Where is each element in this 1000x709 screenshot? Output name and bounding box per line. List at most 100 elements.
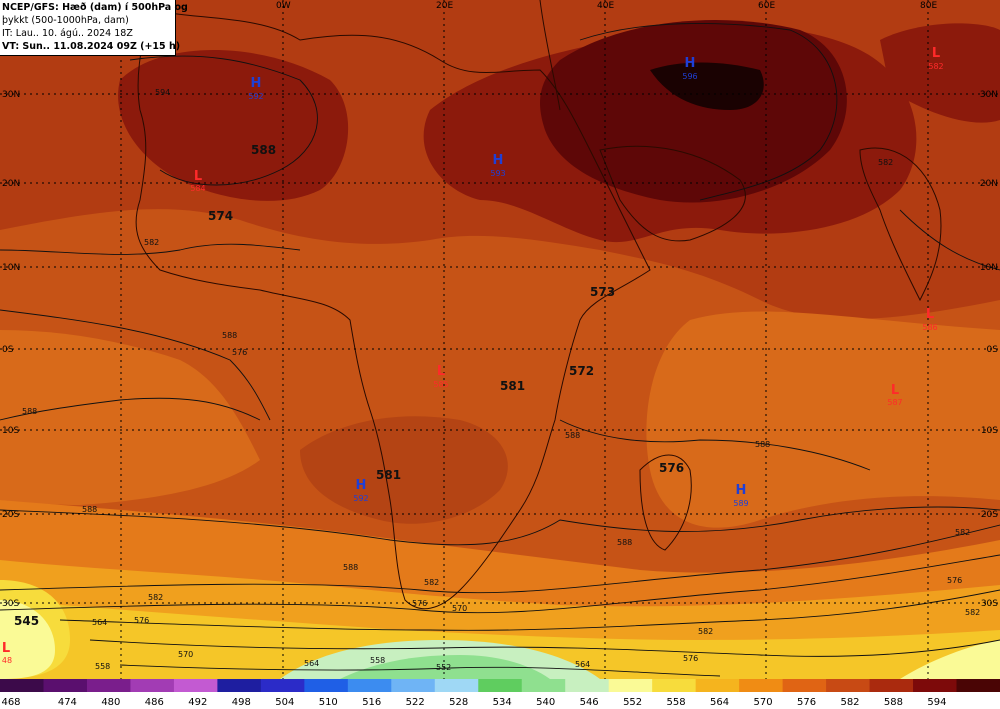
colorbar-label: 570 <box>753 697 772 708</box>
forecast-map: 0W 20E 40E 60E 80E 30N 20N 10N 0S 10S 20… <box>0 0 1000 679</box>
colorbar-label: 486 <box>145 697 164 708</box>
field-588-west <box>118 50 349 201</box>
colorbar-label: 564 <box>710 697 729 708</box>
lon-label: 0W <box>276 1 291 11</box>
lon-label: 60E <box>758 1 775 11</box>
colorbar-swatch <box>86 679 131 692</box>
lat-label: 10N <box>980 263 998 273</box>
colorbar-swatch <box>652 679 697 692</box>
low-center: L 584 <box>190 169 205 193</box>
center-letter: H <box>685 56 696 71</box>
lat-label: 30S <box>2 599 19 609</box>
colorbar-label: 504 <box>275 697 294 708</box>
init-time: IT: Lau.. 10. ágú.. 2024 18Z <box>2 28 133 39</box>
forecast-info-box: NCEP/GFS: Hæð (dam) í 500hPa og þykkt (5… <box>0 0 188 56</box>
center-value: 582 <box>928 62 943 71</box>
contour-value-labels: 594 588 588 588 588 588 582 582 576 576 … <box>22 88 980 672</box>
title-line: NCEP/GFS: Hæð (dam) í 500hPa og <box>2 2 188 13</box>
coastlines <box>135 0 942 610</box>
lat-label: 30N <box>2 90 20 100</box>
contour-label: 558 <box>370 656 385 665</box>
low-center: L 585 <box>433 364 448 389</box>
thickness-label: 574 <box>208 209 233 223</box>
lat-label: 20N <box>980 179 998 189</box>
field-max <box>650 62 764 110</box>
colorbar-label: 468 <box>1 697 20 708</box>
low-center: L 48 <box>2 641 12 665</box>
contour-label: 582 <box>148 593 163 602</box>
field-588-ne <box>880 23 1000 123</box>
colorbar-swatch <box>826 679 871 692</box>
contour-label: 576 <box>134 616 149 625</box>
center-value: 596 <box>682 72 697 81</box>
high-center: H 592 <box>353 478 368 503</box>
india-outline <box>859 147 942 302</box>
thickness-label: 573 <box>590 285 615 299</box>
colorbar-label: 594 <box>927 697 946 708</box>
lat-label: 20S <box>981 510 998 520</box>
thickness-label: 576 <box>659 461 684 475</box>
high-center: H 589 <box>733 483 748 508</box>
colorbar-label: 576 <box>797 697 816 708</box>
colorbar-label: 534 <box>493 697 512 708</box>
field-594 <box>540 20 847 203</box>
lon-label: 20E <box>436 1 453 11</box>
colorbar-label: 540 <box>536 697 555 708</box>
contour-label: 582 <box>424 578 439 587</box>
lat-label: 20S <box>2 510 19 520</box>
colorbar-swatch <box>347 679 392 692</box>
arabia-outline <box>599 145 746 242</box>
field-576-west <box>0 330 260 505</box>
colorbar-swatch <box>869 679 914 692</box>
center-letter: H <box>356 478 367 493</box>
colorbar-swatch <box>217 679 262 692</box>
contour-label: 588 <box>343 563 358 572</box>
center-letter: L <box>932 46 940 61</box>
field-546-sw <box>0 600 55 679</box>
center-letter: H <box>736 483 747 498</box>
contour-label: 588 <box>755 440 770 449</box>
colorbar-label: 588 <box>884 697 903 708</box>
center-value: 48 <box>2 656 12 665</box>
colorbar-label: 516 <box>362 697 381 708</box>
center-value: 584 <box>190 184 205 193</box>
madagascar-outline <box>639 454 692 551</box>
contour-label: 564 <box>304 659 319 668</box>
contour-label: 588 <box>22 407 37 416</box>
colorbar-swatch <box>913 679 958 692</box>
contour-label: 582 <box>965 608 980 617</box>
thickness-label: 572 <box>569 364 594 378</box>
thickness-label: 581 <box>376 468 401 482</box>
colorbar-label: 510 <box>319 697 338 708</box>
field-582-south <box>300 416 508 524</box>
colorbar-label: 474 <box>58 697 77 708</box>
colorbar-label: 558 <box>667 697 686 708</box>
contour-label: 582 <box>698 627 713 636</box>
thickness-label: 581 <box>500 379 525 393</box>
center-letter: L <box>891 383 899 398</box>
thickness-label: 545 <box>14 614 39 628</box>
colorbar-swatch <box>956 679 1000 692</box>
contour-label: 582 <box>878 158 893 167</box>
lat-label: 0S <box>987 345 999 355</box>
contour-label: 576 <box>412 599 427 608</box>
high-center: H 593 <box>490 153 505 178</box>
contour-label: 576 <box>683 654 698 663</box>
contour-label: 570 <box>452 604 467 613</box>
valid-time: VT: Sun.. 11.08.2024 09Z (+15 h) <box>2 41 181 52</box>
center-value: 589 <box>733 499 748 508</box>
lat-label: 20N <box>2 179 20 189</box>
colorbar-label: 552 <box>623 697 642 708</box>
center-letter: L <box>926 307 934 322</box>
contour-label: 594 <box>155 88 170 97</box>
contour-label: 576 <box>947 576 962 585</box>
field-546-se <box>900 640 1000 679</box>
colorbar-swatch <box>130 679 175 692</box>
colorbar-swatch <box>695 679 740 692</box>
lat-label: 0S <box>2 345 14 355</box>
contour-label: 570 <box>178 650 193 659</box>
center-value: 592 <box>248 92 263 101</box>
lat-label: 10N <box>2 263 20 273</box>
contour-lines <box>0 22 1000 677</box>
center-value: 586 <box>922 323 937 332</box>
